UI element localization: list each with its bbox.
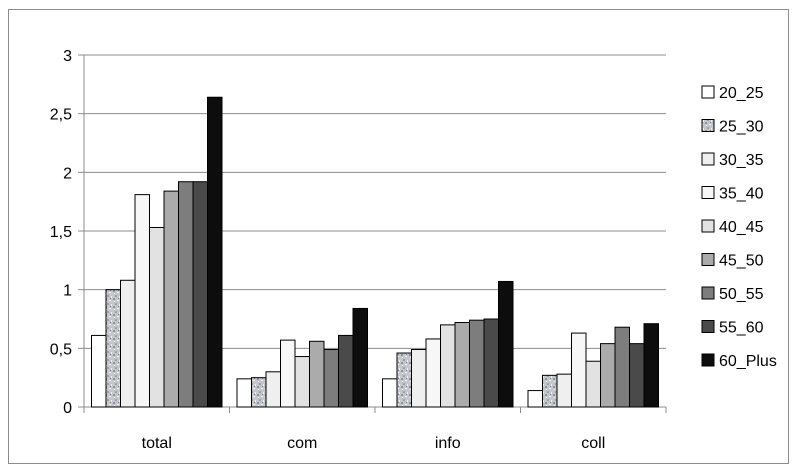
legend-swatch-25_30: [701, 119, 715, 132]
x-category-label: coll: [581, 435, 605, 452]
bar-40_45-com: [294, 356, 310, 408]
legend-label-30_35: 30_35: [719, 152, 764, 169]
bar-60_Plus-com: [352, 307, 368, 408]
bar-45_50-com: [309, 340, 325, 408]
legend-swatch-45_50: [701, 253, 715, 266]
bar-35_40-info: [425, 338, 441, 408]
bar-30_35-coll: [556, 373, 572, 408]
bar-20_25-com: [236, 378, 252, 408]
bar-50_55-com: [323, 349, 339, 408]
legend-label-60_Plus: 60_Plus: [719, 353, 777, 370]
bars: [91, 96, 659, 408]
bar-50_55-coll: [614, 326, 630, 408]
bar-50_55-info: [469, 319, 485, 408]
bar-40_45-info: [440, 324, 456, 408]
bar-chart: 0 0,5 1 1,5 2 2,5 3 total com info coll 20_25 25_3…: [50, 48, 777, 452]
y-tick-labels: 0 0,5 1 1,5 2 2,5 3: [50, 48, 72, 417]
legend-swatch-50_55: [701, 286, 715, 300]
bar-60_Plus-coll: [643, 323, 659, 408]
x-category-labels: total com info coll: [142, 435, 606, 452]
legend-swatch-55_60: [701, 320, 715, 333]
x-category-label: com: [287, 435, 317, 452]
y-tick-label: 0,5: [50, 341, 72, 358]
bar-45_50-info: [454, 322, 470, 408]
bar-25_30-info: [396, 352, 412, 408]
bar-60_Plus-total: [207, 96, 223, 408]
bar-40_45-total: [149, 226, 165, 408]
legend-swatch-60_Plus: [701, 353, 715, 367]
bar-35_40-coll: [571, 332, 587, 408]
bar-20_25-info: [382, 378, 398, 408]
legend-label-55_60: 55_60: [719, 320, 764, 337]
bar-40_45-coll: [585, 360, 601, 408]
x-category-label: total: [142, 435, 172, 452]
y-tick-label: 0: [63, 400, 72, 417]
y-tick-label: 2,5: [50, 107, 72, 124]
legend-swatch-20_25: [701, 85, 715, 99]
bar-55_60-info: [483, 318, 499, 408]
bar-35_40-total: [134, 194, 150, 408]
legend-label-25_30: 25_30: [719, 119, 764, 136]
bar-20_25-total: [91, 334, 107, 408]
legend-swatch-30_35: [701, 152, 715, 166]
bar-30_35-total: [120, 279, 136, 408]
legend-swatch-40_45: [701, 219, 715, 233]
legend-label-20_25: 20_25: [719, 85, 764, 102]
bar-30_35-info: [411, 349, 427, 408]
y-tick-label: 1: [63, 283, 72, 300]
bar-60_Plus-info: [498, 280, 514, 408]
y-tick-label: 3: [63, 48, 72, 65]
y-tick-label: 2: [63, 165, 72, 182]
bar-55_60-coll: [629, 343, 645, 408]
bar-30_35-com: [265, 371, 281, 408]
legend-label-35_40: 35_40: [719, 186, 764, 203]
bar-25_30-com: [251, 377, 267, 408]
y-tick-label: 1,5: [50, 224, 72, 241]
legend: 20_25 25_30 30_35 35_40 40_45 45_50 50_55 55_60…: [701, 85, 777, 370]
legend-label-50_55: 50_55: [719, 286, 764, 303]
bar-25_30-coll: [542, 374, 558, 408]
bar-35_40-com: [280, 339, 296, 408]
bar-55_60-total: [192, 181, 208, 408]
bar-50_55-total: [178, 181, 194, 408]
legend-swatch-35_40: [701, 186, 715, 199]
legend-label-40_45: 40_45: [719, 219, 764, 236]
x-category-label: info: [435, 435, 461, 452]
legend-label-45_50: 45_50: [719, 253, 764, 270]
bar-55_60-com: [338, 334, 354, 408]
bar-45_50-coll: [600, 343, 616, 408]
bar-45_50-total: [163, 190, 179, 408]
chart-frame: 0 0,5 1 1,5 2 2,5 3 total com info coll 20_25 25_3…: [8, 9, 789, 464]
bar-20_25-coll: [527, 390, 543, 408]
bar-25_30-total: [105, 289, 121, 408]
